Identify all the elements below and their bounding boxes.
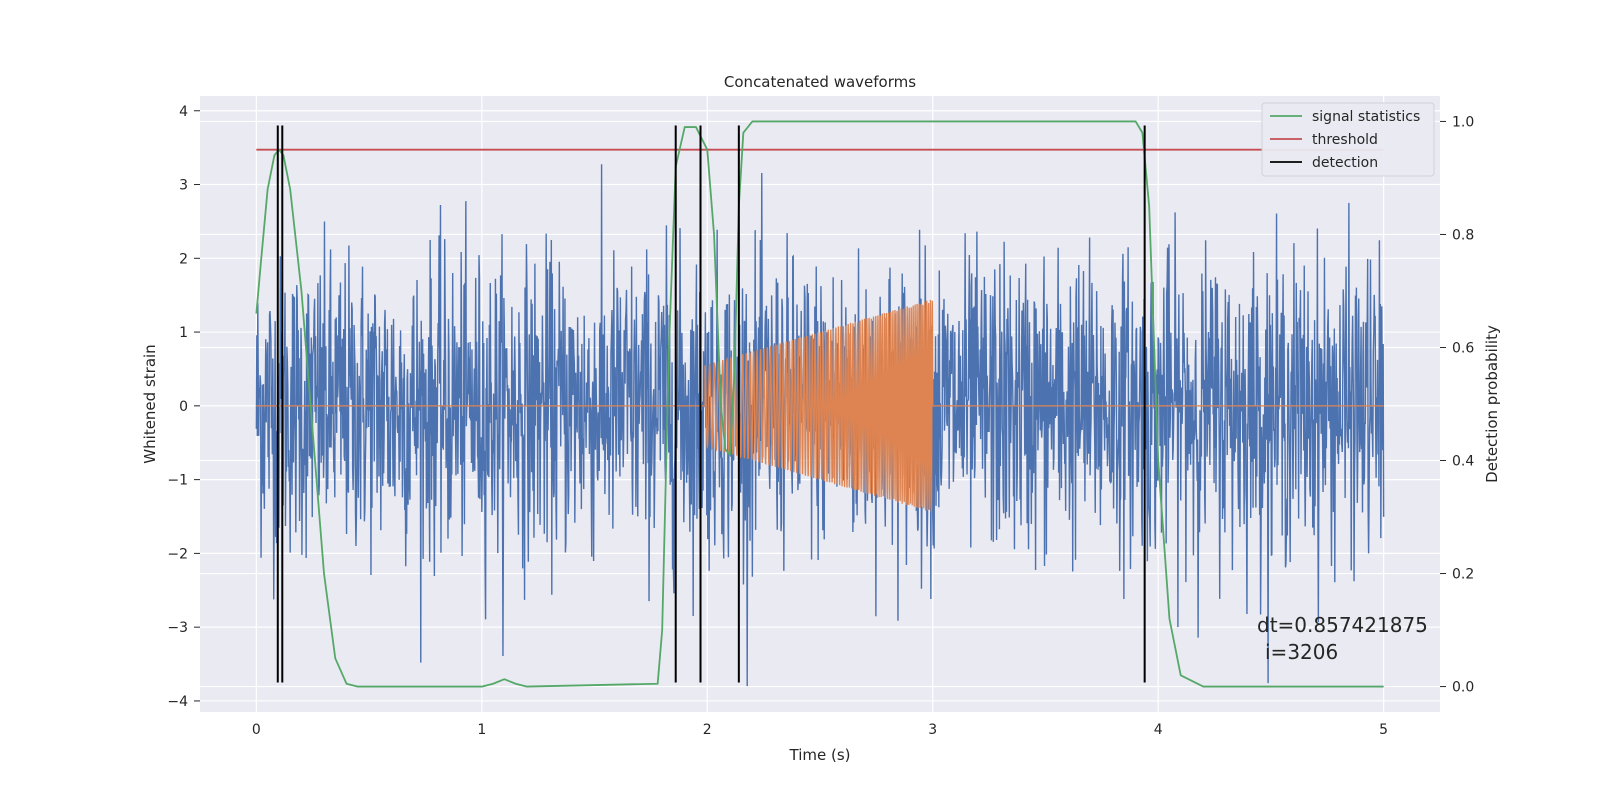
signal-statistics-series [255, 120, 1384, 688]
legend-label-signal-statistics: signal statistics [1312, 109, 1420, 125]
annotation-dt: dt=0.857421875 [1257, 613, 1428, 637]
x-tick-label: 4 [1154, 722, 1163, 738]
x-tick-label: 1 [477, 722, 486, 738]
y2-tick-label: 1.0 [1452, 114, 1474, 130]
x-tick-label: 5 [1379, 722, 1388, 738]
y-tick-label: −2 [167, 546, 188, 562]
y-tick-label: −3 [167, 620, 188, 636]
x-axis-label: Time (s) [789, 746, 851, 764]
y2-tick-label: 0.2 [1452, 567, 1474, 583]
tick-labels: 0 1 2 3 4 5 −4 −3 −2 −1 0 1 2 3 4 0.0 0.2 0.4 0.6 0.8 1.0 [167, 104, 1474, 738]
y2-tick-label: 0.8 [1452, 227, 1474, 243]
y-tick-label: 1 [179, 325, 188, 341]
x-tick-label: 3 [928, 722, 937, 738]
x-tick-label: 0 [252, 722, 261, 738]
y2-tick-label: 0.4 [1452, 454, 1474, 470]
y2-tick-label: 0.6 [1452, 340, 1474, 356]
y-axis-label: Whitened strain [141, 344, 159, 463]
chart-title: Concatenated waveforms [724, 73, 916, 91]
legend-label-detection: detection [1312, 155, 1378, 171]
y-tick-label: −4 [167, 694, 188, 710]
waveform-line [256, 299, 1384, 513]
legend-label-threshold: threshold [1312, 132, 1378, 148]
legend: signal statistics threshold detection [1261, 102, 1435, 177]
detection-series [276, 125, 1146, 683]
y2-axis-label: Detection probability [1483, 325, 1501, 483]
legend-box [1261, 102, 1435, 177]
x-tick-label: 2 [703, 722, 712, 738]
y-tick-label: 2 [179, 251, 188, 267]
signal-statistics-line [255, 120, 1384, 688]
y-tick-label: 3 [179, 178, 188, 194]
annotation-i: i=3206 [1265, 640, 1338, 664]
waveform-series [256, 299, 1384, 513]
y-tick-label: 4 [179, 104, 188, 120]
y2-tick-label: 0.0 [1452, 680, 1474, 696]
y-tick-label: −1 [167, 473, 188, 489]
y-tick-label: 0 [179, 399, 188, 415]
